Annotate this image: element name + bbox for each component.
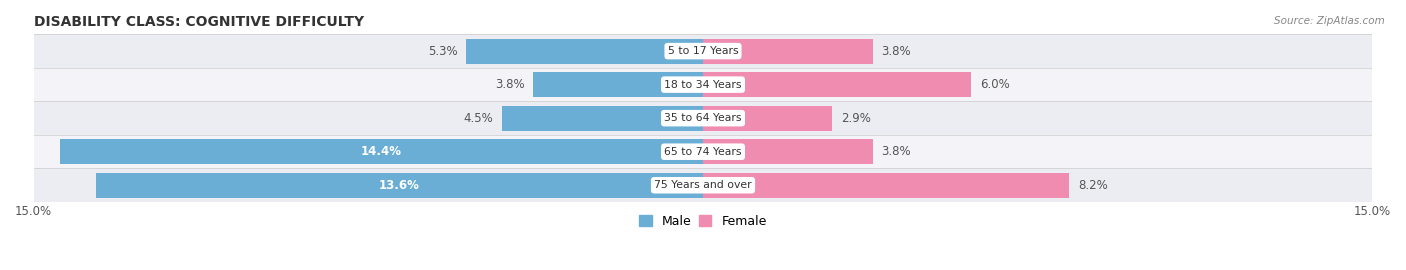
- Bar: [467, 39, 703, 64]
- Text: 5.3%: 5.3%: [427, 45, 457, 58]
- Text: 3.8%: 3.8%: [882, 145, 911, 158]
- Text: DISABILITY CLASS: COGNITIVE DIFFICULTY: DISABILITY CLASS: COGNITIVE DIFFICULTY: [34, 15, 364, 29]
- Bar: [96, 173, 703, 198]
- Bar: [703, 39, 873, 64]
- Text: 3.8%: 3.8%: [882, 45, 911, 58]
- Text: 6.0%: 6.0%: [980, 78, 1010, 91]
- Bar: [34, 168, 1372, 202]
- Bar: [34, 102, 1372, 135]
- Text: 75 Years and over: 75 Years and over: [654, 180, 752, 190]
- Text: 3.8%: 3.8%: [495, 78, 524, 91]
- Bar: [34, 34, 1372, 68]
- Bar: [60, 139, 703, 164]
- Legend: Male, Female: Male, Female: [634, 210, 772, 233]
- Text: 2.9%: 2.9%: [841, 112, 872, 125]
- Bar: [703, 106, 832, 131]
- Text: 4.5%: 4.5%: [464, 112, 494, 125]
- Bar: [34, 135, 1372, 168]
- Text: 65 to 74 Years: 65 to 74 Years: [664, 147, 742, 157]
- Text: Source: ZipAtlas.com: Source: ZipAtlas.com: [1274, 16, 1385, 26]
- Text: 5 to 17 Years: 5 to 17 Years: [668, 46, 738, 56]
- Text: 14.4%: 14.4%: [361, 145, 402, 158]
- Bar: [34, 68, 1372, 102]
- Text: 8.2%: 8.2%: [1078, 179, 1108, 192]
- Text: 18 to 34 Years: 18 to 34 Years: [664, 80, 742, 90]
- Text: 13.6%: 13.6%: [380, 179, 420, 192]
- Bar: [703, 139, 873, 164]
- Bar: [533, 72, 703, 97]
- Bar: [703, 173, 1069, 198]
- Text: 35 to 64 Years: 35 to 64 Years: [664, 113, 742, 123]
- Bar: [703, 72, 970, 97]
- Bar: [502, 106, 703, 131]
